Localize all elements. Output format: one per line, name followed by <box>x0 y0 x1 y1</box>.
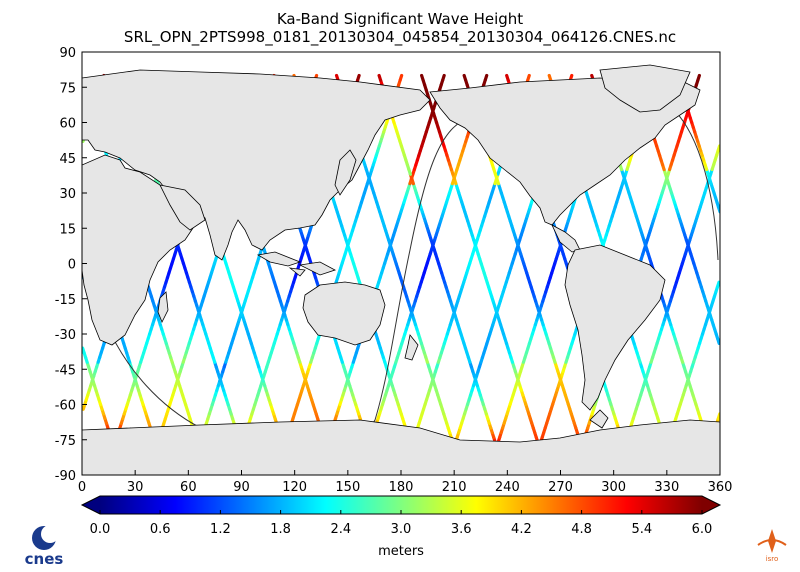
track-segment <box>420 73 425 82</box>
new-zealand-islands <box>404 334 419 361</box>
y-tick-label: -60 <box>55 399 76 414</box>
colorbar-tick-label: 3.0 <box>391 522 412 537</box>
isro-logo: isro <box>752 527 792 567</box>
greenland-landmass <box>599 64 691 113</box>
australia-landmass <box>302 281 386 346</box>
japan-islands <box>334 149 357 196</box>
orbit-boundary-left <box>84 117 471 447</box>
isro-logo-text: isro <box>765 555 779 563</box>
colorbar-tick-label: 1.2 <box>210 522 231 537</box>
madagascar-island <box>157 291 169 323</box>
colorbar-tick-label: 1.8 <box>270 522 291 537</box>
eurasia-landmass <box>82 69 431 261</box>
x-tick-label: 270 <box>548 480 573 495</box>
y-tick-label: 15 <box>59 222 76 237</box>
track-segment <box>82 346 86 355</box>
x-tick-label: 0 <box>78 480 86 495</box>
land-masses <box>82 64 720 475</box>
y-axis-ticks: 90 75 60 45 30 15 0 -15 -30 -45 -60 -75 -90 <box>55 46 87 484</box>
track-segment <box>441 73 446 82</box>
colorbar-max-extend <box>702 496 720 514</box>
colorbar-tick-label: 4.8 <box>571 522 592 537</box>
y-tick-label: 75 <box>59 81 76 96</box>
x-axis-ticks: 0 30 60 90 120 150 180 210 240 270 300 330 360 <box>78 470 733 495</box>
y-tick-label: 0 <box>68 258 76 273</box>
y-tick-label: -15 <box>55 293 76 308</box>
track-segment <box>526 73 531 82</box>
x-tick-label: 240 <box>495 480 520 495</box>
y-tick-label: -75 <box>55 434 76 449</box>
colorbar-gradient <box>100 496 702 514</box>
antarctica-landmass <box>82 419 720 475</box>
y-tick-label: -30 <box>55 328 76 343</box>
x-tick-label: 90 <box>233 480 250 495</box>
map-title: Ka-Band Significant Wave Height <box>276 10 524 28</box>
y-tick-label: 60 <box>59 117 76 132</box>
x-tick-label: 180 <box>389 480 414 495</box>
cnes-logo: cnes <box>14 520 74 568</box>
track-segment <box>483 73 489 82</box>
track-segment <box>696 73 701 82</box>
map-subtitle: SRL_OPN_2PTS998_0181_20130304_045854_201… <box>123 28 677 46</box>
x-tick-label: 300 <box>601 480 626 495</box>
x-tick-label: 330 <box>654 480 679 495</box>
y-tick-label: -90 <box>55 469 76 484</box>
y-tick-label: 30 <box>59 187 76 202</box>
colorbar-min-extend <box>82 496 100 514</box>
x-tick-label: 120 <box>282 480 307 495</box>
x-tick-label: 360 <box>708 480 733 495</box>
colorbar-tick-label: 2.4 <box>330 522 351 537</box>
x-tick-label: 30 <box>127 480 144 495</box>
antarctic-peninsula <box>589 409 609 429</box>
colorbar-label: meters <box>378 544 424 559</box>
africa-landmass <box>82 154 196 346</box>
cnes-logo-text: cnes <box>24 550 64 568</box>
colorbar-tick-label: 5.4 <box>631 522 652 537</box>
colorbar-ticks: 0.0 0.6 1.2 1.8 2.4 3.0 3.6 4.2 4.8 5.4 6.0 <box>90 510 713 537</box>
indonesia-islands <box>256 251 337 277</box>
colorbar-tick-label: 6.0 <box>692 522 713 537</box>
track-segment <box>462 73 468 82</box>
track-segment <box>377 73 383 82</box>
colorbar-tick-label: 4.2 <box>511 522 532 537</box>
colorbar-tick-label: 0.6 <box>150 522 171 537</box>
track-segment <box>356 73 361 82</box>
x-tick-label: 150 <box>335 480 360 495</box>
colorbar: 0.0 0.6 1.2 1.8 2.4 3.0 3.6 4.2 4.8 5.4 6.0 meters <box>80 495 722 559</box>
x-tick-label: 60 <box>180 480 197 495</box>
south-america-landmass <box>564 244 666 411</box>
track-segment <box>715 280 720 289</box>
colorbar-tick-label: 0.0 <box>90 522 111 537</box>
y-tick-label: 90 <box>59 46 76 61</box>
track-segment <box>716 144 720 153</box>
y-tick-label: -45 <box>55 363 76 378</box>
track-segment <box>505 73 510 82</box>
arabia-landmass <box>159 184 206 231</box>
track-segment <box>547 73 553 82</box>
x-tick-label: 210 <box>442 480 467 495</box>
y-tick-label: 45 <box>59 152 76 167</box>
track-segment <box>398 73 404 82</box>
colorbar-tick-label: 3.6 <box>451 522 472 537</box>
